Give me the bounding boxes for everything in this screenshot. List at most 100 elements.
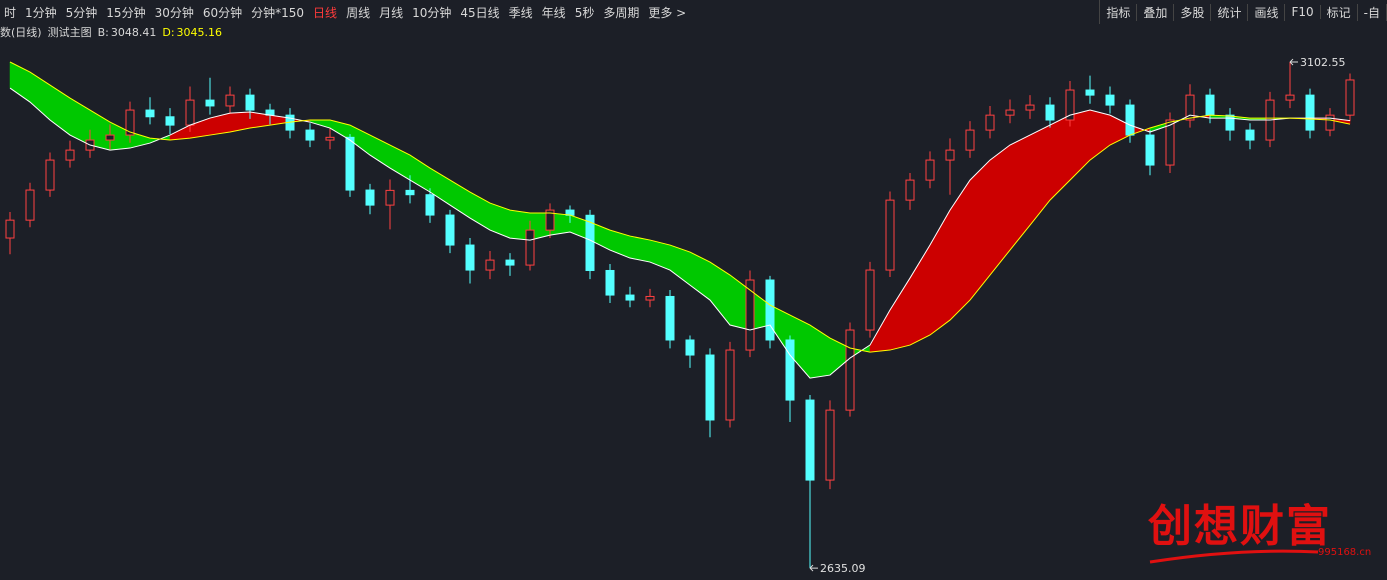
period-tab[interactable]: 日线 <box>313 5 338 20</box>
candle-body <box>125 109 135 136</box>
candle-body <box>1145 134 1155 166</box>
indicator-line <box>9 61 1351 353</box>
period-tab[interactable]: 1分钟 <box>25 5 57 20</box>
candle-body <box>985 114 995 131</box>
watermark-title: 创想财富 <box>1148 501 1332 552</box>
legend-value: 3045.16 <box>176 25 223 39</box>
band-segment <box>29 71 51 121</box>
candle-body <box>905 179 915 201</box>
period-tab[interactable]: 分钟*150 <box>251 5 305 20</box>
indicator-name: 测试主图 <box>47 26 92 39</box>
band-segment <box>889 277 911 351</box>
band-segment <box>209 112 231 136</box>
candle-body <box>385 189 395 206</box>
indicator-line <box>9 87 1351 379</box>
candle-body <box>1165 119 1175 166</box>
candle-body <box>1185 94 1195 121</box>
tool-button[interactable]: 标记 <box>1321 3 1358 21</box>
band-segment <box>69 97 91 146</box>
candle-body <box>485 259 495 271</box>
tool-button[interactable]: 多股 <box>1174 3 1212 21</box>
candle-body <box>245 94 255 111</box>
period-tab[interactable]: 多周期 <box>603 5 640 20</box>
candle-body <box>1065 89 1075 121</box>
candle-body <box>65 149 75 161</box>
period-label: 数(日线) <box>0 26 42 39</box>
candle-body <box>1205 94 1215 116</box>
candle-body <box>445 214 455 246</box>
candle-body <box>605 269 615 296</box>
tool-button[interactable]: 指标 <box>1100 3 1138 21</box>
candle-body <box>225 94 235 107</box>
candle-body <box>845 329 855 411</box>
band-segment <box>9 61 31 103</box>
candle-body <box>625 294 635 301</box>
tool-button[interactable]: F10 <box>1285 5 1321 19</box>
candle-body <box>305 129 315 141</box>
indicator-legend: 数(日线) 测试主图 B: 3048.41 D: 3045.16 <box>0 24 228 40</box>
candle-body <box>25 189 35 221</box>
candle-body <box>1085 89 1095 96</box>
band-segment <box>949 179 971 321</box>
candle-body <box>1225 114 1235 131</box>
high-pointer <box>1289 58 1298 66</box>
candle-body <box>825 409 835 481</box>
legend-name: D: <box>162 25 175 39</box>
period-tab[interactable]: 时 <box>4 5 17 20</box>
band-segment <box>1009 134 1031 251</box>
tool-button[interactable]: -自 <box>1358 3 1387 21</box>
period-tab[interactable]: 10分钟 <box>412 5 452 20</box>
low-label: 2635.09 <box>820 562 866 575</box>
candle-body <box>345 136 355 191</box>
band-segment <box>169 124 191 141</box>
band-segment <box>1029 124 1051 226</box>
band-segment <box>489 202 511 239</box>
period-tab[interactable]: 月线 <box>379 5 404 20</box>
period-tab[interactable]: 周线 <box>346 5 371 20</box>
candle-body <box>1105 94 1115 106</box>
legend-value: 3048.41 <box>110 25 157 39</box>
candle-body <box>925 159 935 181</box>
candle-body <box>525 229 535 266</box>
period-tab[interactable]: 5分钟 <box>65 5 98 20</box>
candle-body <box>865 269 875 331</box>
legend-name: B: <box>97 25 109 39</box>
band-segment <box>909 244 931 346</box>
candle-body <box>105 134 115 141</box>
candle-body <box>1285 94 1295 101</box>
period-tab[interactable]: 更多 > <box>648 5 687 20</box>
candle-body <box>805 399 815 481</box>
period-tabs: 时 1分钟 5分钟 15分钟 30分钟 60分钟 分钟*150 日线 周线 月线 10分钟 45日线季… <box>0 4 1387 21</box>
candle-body <box>1245 129 1255 141</box>
candle-body <box>585 214 595 271</box>
period-tab[interactable]: 45日线 <box>460 5 500 20</box>
candle-body <box>765 279 775 341</box>
candle-body <box>425 194 435 216</box>
candle-body <box>1125 104 1135 136</box>
period-tab[interactable]: 5秒 <box>574 5 595 20</box>
candle-body <box>165 116 175 126</box>
candle-body <box>1305 94 1315 131</box>
candle-body <box>785 339 795 401</box>
candle-body <box>725 349 735 421</box>
candle-body <box>745 279 755 351</box>
band-segment <box>809 324 831 379</box>
candle-body <box>945 149 955 161</box>
watermark-site: 995168.cn <box>1318 547 1372 558</box>
tool-button[interactable]: 画线 <box>1248 3 1286 21</box>
candle-body <box>545 209 555 231</box>
candle-body <box>885 199 895 271</box>
period-tab[interactable]: 60分钟 <box>202 5 243 20</box>
period-tab[interactable]: 30分钟 <box>154 5 194 20</box>
tool-button[interactable]: 统计 <box>1211 3 1249 21</box>
low-pointer <box>809 564 818 572</box>
tool-buttons: 指标 叠加 多股 统计 画线 F10 标记 -自 <box>1099 0 1387 24</box>
candle-body <box>685 339 695 356</box>
candle-body <box>5 219 15 239</box>
period-tab[interactable]: 季线 <box>508 5 533 20</box>
period-tab[interactable]: 15分钟 <box>106 5 146 20</box>
tool-button[interactable]: 叠加 <box>1137 3 1175 21</box>
period-tab[interactable]: 年线 <box>541 5 566 20</box>
